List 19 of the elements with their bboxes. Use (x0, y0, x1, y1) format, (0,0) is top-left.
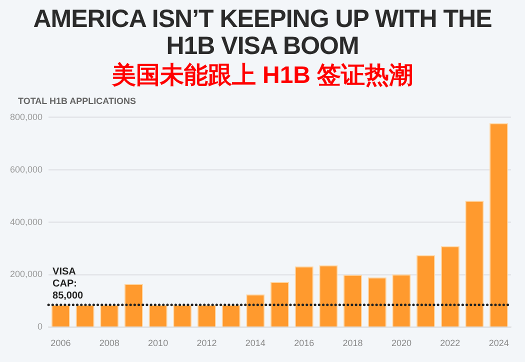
x-tick-label: 2018 (342, 338, 363, 348)
x-tick-label: 2020 (391, 338, 412, 348)
chart-title: AMERICA ISN’T KEEPING UP WITH THE H1B VISA BOOM (32, 4, 493, 60)
x-tick-label: 2010 (148, 338, 168, 348)
x-tick-label: 2008 (99, 338, 120, 348)
y-tick-label: 0 (38, 322, 43, 332)
ref-line-label: VISA CAP: 85,000 (52, 266, 84, 302)
y-tick-label: 600,000 (10, 164, 43, 174)
y-tick-label: 400,000 (10, 216, 43, 227)
x-tick-label: 2024 (488, 338, 509, 348)
x-tick-label: 2006 (50, 338, 71, 348)
chart-subtitle: 美国未能跟上 H1B 签证热潮 (110, 62, 414, 90)
x-tick-label: 2016 (294, 338, 314, 348)
y-tick-label: 200,000 (10, 269, 43, 280)
x-tick-label: 2014 (245, 338, 266, 348)
y-axis-title: TOTAL H1B APPLICATIONS (18, 96, 138, 106)
x-tick-label: 2022 (440, 338, 460, 348)
x-tick-label: 2012 (196, 338, 217, 348)
y-tick-label: 800,000 (10, 112, 43, 122)
